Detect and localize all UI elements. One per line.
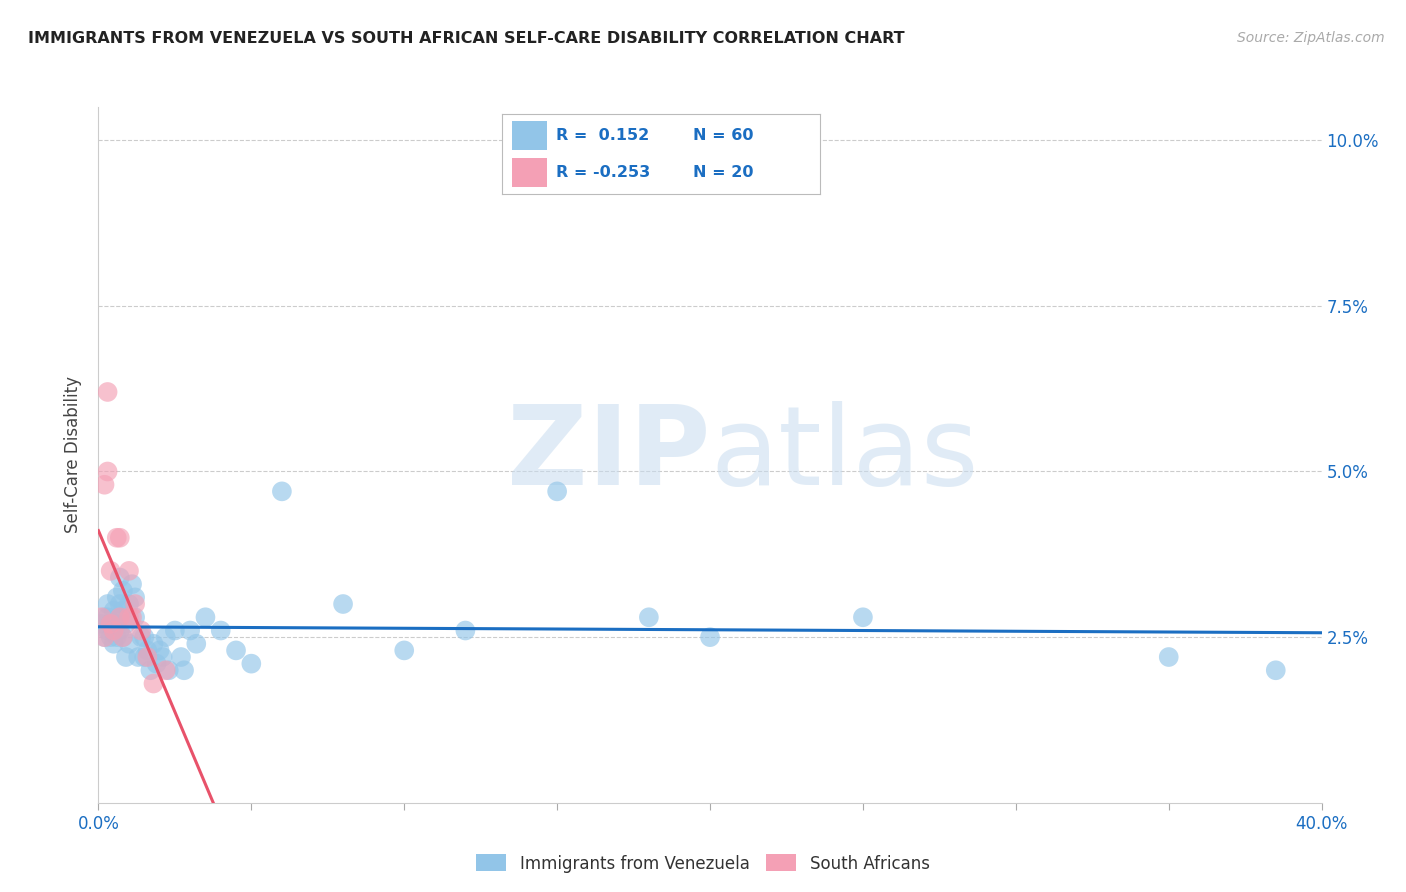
Point: [118, 564, 141, 578]
Point: [93, 630, 115, 644]
Point: [121, 577, 143, 591]
Point: [111, 630, 134, 644]
Point: [103, 616, 125, 631]
Text: ZIP: ZIP: [506, 401, 710, 508]
Point: [170, 650, 193, 665]
Y-axis label: Self-Care Disability: Self-Care Disability: [65, 376, 83, 533]
Point: [97, 610, 120, 624]
Point: [129, 624, 152, 638]
Text: atlas: atlas: [710, 401, 979, 508]
Legend: Immigrants from Venezuela, South Africans: Immigrants from Venezuela, South African…: [470, 847, 936, 880]
Point: [546, 484, 568, 499]
Point: [118, 637, 141, 651]
Point: [105, 531, 128, 545]
Point: [111, 583, 134, 598]
Point: [100, 616, 122, 631]
Point: [100, 564, 122, 578]
Text: IMMIGRANTS FROM VENEZUELA VS SOUTH AFRICAN SELF-CARE DISABILITY CORRELATION CHAR: IMMIGRANTS FROM VENEZUELA VS SOUTH AFRIC…: [28, 31, 904, 46]
Point: [149, 643, 172, 657]
Point: [637, 610, 661, 624]
Point: [155, 630, 177, 644]
Text: Source: ZipAtlas.com: Source: ZipAtlas.com: [1237, 31, 1385, 45]
Point: [108, 570, 131, 584]
Point: [152, 650, 174, 665]
Point: [118, 597, 141, 611]
Point: [108, 610, 131, 624]
Point: [118, 610, 141, 624]
Point: [209, 624, 232, 638]
Point: [186, 637, 208, 651]
Point: [142, 637, 165, 651]
Point: [97, 384, 120, 399]
Point: [100, 616, 122, 631]
Point: [90, 610, 112, 624]
Point: [108, 624, 131, 638]
Point: [392, 643, 416, 657]
Point: [139, 663, 162, 677]
Point: [332, 597, 354, 611]
Point: [103, 624, 125, 638]
Point: [93, 630, 115, 644]
Point: [103, 637, 125, 651]
Point: [111, 630, 134, 644]
Point: [97, 465, 120, 479]
Point: [852, 610, 875, 624]
Point: [121, 610, 143, 624]
Point: [1157, 650, 1180, 665]
Point: [105, 591, 128, 605]
Point: [194, 610, 217, 624]
Point: [136, 650, 159, 665]
Point: [103, 624, 125, 638]
Point: [93, 477, 115, 491]
Point: [97, 597, 120, 611]
Point: [699, 630, 721, 644]
Point: [155, 663, 177, 677]
Point: [127, 650, 149, 665]
Point: [134, 650, 156, 665]
Point: [136, 643, 159, 657]
Point: [454, 624, 477, 638]
Point: [105, 630, 128, 644]
Point: [270, 484, 292, 499]
Point: [115, 616, 138, 631]
Point: [111, 604, 134, 618]
Point: [90, 616, 112, 631]
Point: [108, 597, 131, 611]
Point: [115, 650, 138, 665]
Point: [240, 657, 263, 671]
Point: [124, 597, 146, 611]
Point: [124, 591, 146, 605]
Point: [142, 676, 165, 690]
Point: [225, 643, 247, 657]
Point: [157, 663, 180, 677]
Point: [100, 630, 122, 644]
Point: [179, 624, 201, 638]
Point: [163, 624, 186, 638]
Point: [124, 610, 146, 624]
Point: [103, 604, 125, 618]
Point: [129, 630, 152, 644]
Point: [97, 624, 120, 638]
Point: [108, 531, 131, 545]
Point: [134, 630, 156, 644]
Point: [1264, 663, 1286, 677]
Point: [145, 657, 167, 671]
Point: [173, 663, 195, 677]
Point: [105, 616, 128, 631]
Point: [108, 610, 131, 624]
Point: [93, 610, 115, 624]
